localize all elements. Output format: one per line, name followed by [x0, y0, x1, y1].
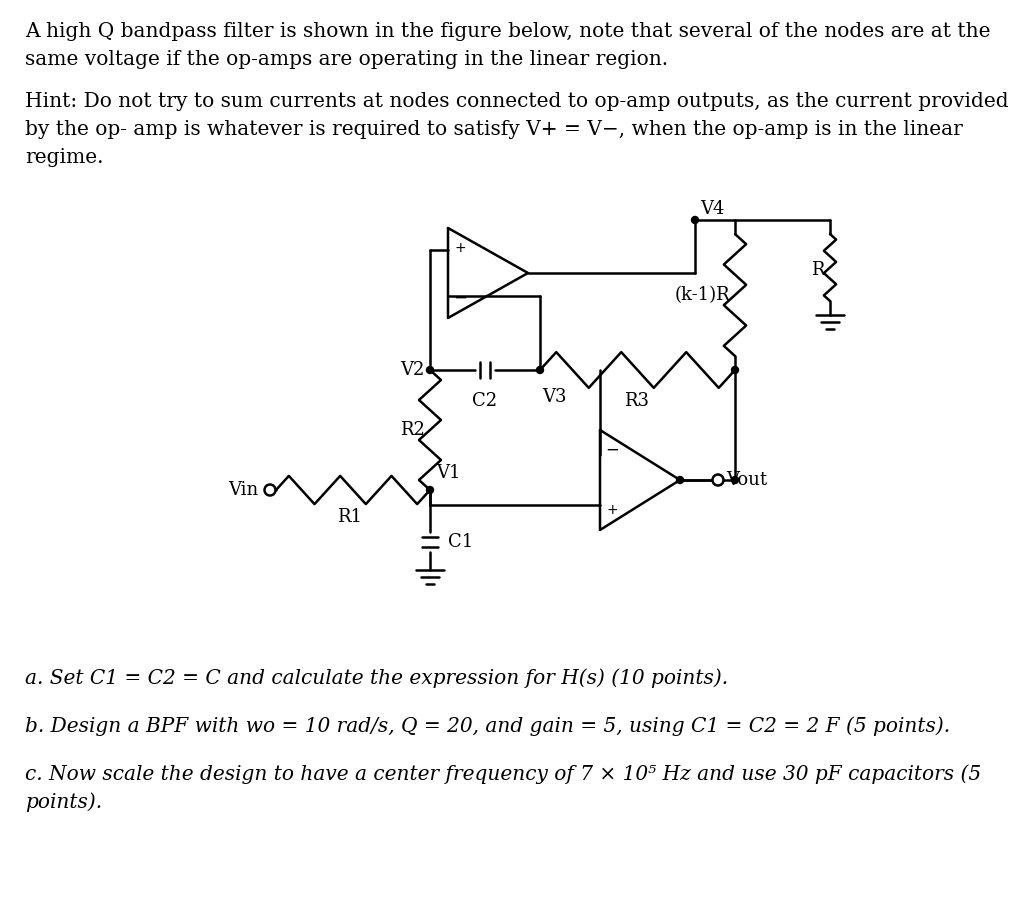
Text: V2: V2	[400, 361, 425, 379]
Text: same voltage if the op-amps are operating in the linear region.: same voltage if the op-amps are operatin…	[25, 50, 668, 69]
Text: points).: points).	[25, 792, 102, 812]
Text: C1: C1	[449, 533, 473, 551]
Text: by the op- amp is whatever is required to satisfy V+ = V−, when the op-amp is in: by the op- amp is whatever is required t…	[25, 120, 963, 139]
Text: +: +	[606, 503, 617, 517]
Text: b. Design a BPF with wo = 10 rad/s, Q = 20, and gain = 5, using C1 = C2 = 2 F (5: b. Design a BPF with wo = 10 rad/s, Q = …	[25, 716, 950, 736]
Circle shape	[731, 477, 738, 484]
Text: C2: C2	[472, 392, 498, 410]
Circle shape	[713, 475, 724, 486]
Text: a. Set C1 = C2 = C and calculate the expression for H(s) (10 points).: a. Set C1 = C2 = C and calculate the exp…	[25, 668, 728, 688]
Text: Vin: Vin	[227, 481, 258, 499]
Text: +: +	[455, 241, 466, 255]
Text: Vout: Vout	[726, 471, 767, 489]
Text: c. Now scale the design to have a center frequency of 7 × 10⁵ Hz and use 30 pF c: c. Now scale the design to have a center…	[25, 764, 981, 784]
Text: V3: V3	[542, 388, 566, 406]
Text: −: −	[453, 289, 467, 307]
Text: R2: R2	[400, 421, 425, 439]
Text: R: R	[811, 261, 825, 279]
Circle shape	[537, 367, 544, 373]
Circle shape	[731, 367, 738, 373]
Text: −: −	[605, 441, 618, 459]
Text: R3: R3	[625, 392, 649, 410]
Text: Hint: Do not try to sum currents at nodes connected to op-amp outputs, as the cu: Hint: Do not try to sum currents at node…	[25, 92, 1009, 111]
Text: regime.: regime.	[25, 148, 103, 167]
Circle shape	[427, 367, 433, 373]
Text: V4: V4	[700, 200, 724, 218]
Text: V1: V1	[436, 464, 461, 482]
Text: R1: R1	[338, 508, 362, 526]
Text: (k-1)R: (k-1)R	[675, 286, 730, 304]
Text: A high Q bandpass filter is shown in the figure below, note that several of the : A high Q bandpass filter is shown in the…	[25, 22, 990, 41]
Circle shape	[264, 485, 275, 496]
Circle shape	[691, 217, 698, 224]
Circle shape	[427, 487, 433, 494]
Circle shape	[677, 477, 683, 484]
